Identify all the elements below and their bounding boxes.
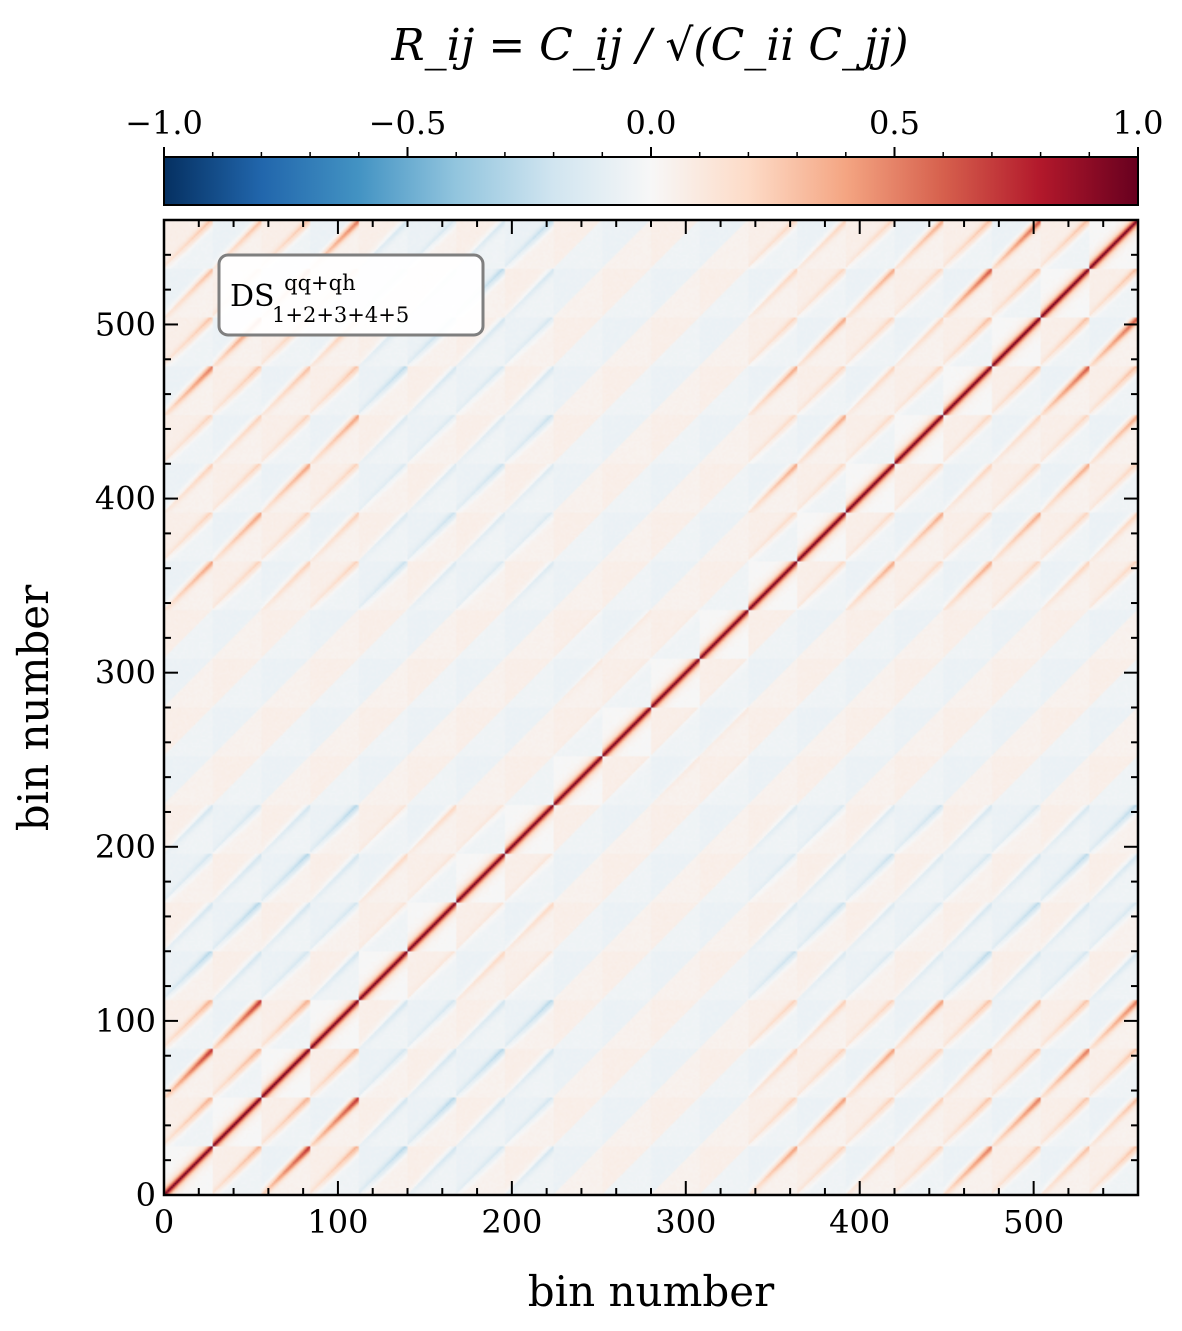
legend-main: DS bbox=[230, 279, 275, 314]
legend-text: DS qq+qh 1+2+3+4+5 bbox=[230, 263, 409, 327]
x-tick-label: 400 bbox=[829, 1203, 890, 1241]
legend-sup: qq+qh bbox=[284, 271, 355, 295]
x-tick-label: 200 bbox=[481, 1203, 542, 1241]
colorbar bbox=[163, 156, 1139, 206]
x-tick-label: 300 bbox=[655, 1203, 716, 1241]
colorbar-tick-label: 1.0 bbox=[1113, 104, 1164, 142]
legend: DS qq+qh 1+2+3+4+5 bbox=[217, 253, 485, 337]
y-tick-label: 400 bbox=[95, 480, 156, 518]
y-tick-label: 100 bbox=[95, 1002, 156, 1040]
y-tick-label: 200 bbox=[95, 828, 156, 866]
x-tick-label: 0 bbox=[154, 1203, 174, 1241]
colorbar-tick-label: 0.5 bbox=[869, 104, 920, 142]
y-axis-label: bin number bbox=[9, 584, 58, 831]
axis-ticks: 0 100 200 300 400 500 0 100 200 300 400 500 bbox=[95, 219, 1139, 1241]
colorbar-tick-label: 0.0 bbox=[626, 104, 677, 142]
colorbar-title: R_ij = C_ij / √(C_ii C_jj) bbox=[391, 20, 909, 71]
colorbar-tick-label: −0.5 bbox=[369, 104, 447, 142]
heatmap-image bbox=[164, 220, 1138, 1195]
x-tick-label: 100 bbox=[307, 1203, 368, 1241]
y-tick-label: 300 bbox=[95, 654, 156, 692]
y-tick-label: 0 bbox=[136, 1176, 156, 1214]
y-tick-label: 500 bbox=[95, 305, 156, 343]
colorbar-ticks: −1.0 −0.5 0.0 0.5 1.0 bbox=[125, 104, 1163, 157]
x-axis-label: bin number bbox=[528, 1267, 775, 1316]
legend-box bbox=[217, 253, 485, 337]
colorbar-tick-label: −1.0 bbox=[125, 104, 203, 142]
x-tick-label: 500 bbox=[1003, 1203, 1064, 1241]
legend-sub: 1+2+3+4+5 bbox=[272, 303, 409, 327]
heatmap bbox=[164, 220, 1138, 1195]
